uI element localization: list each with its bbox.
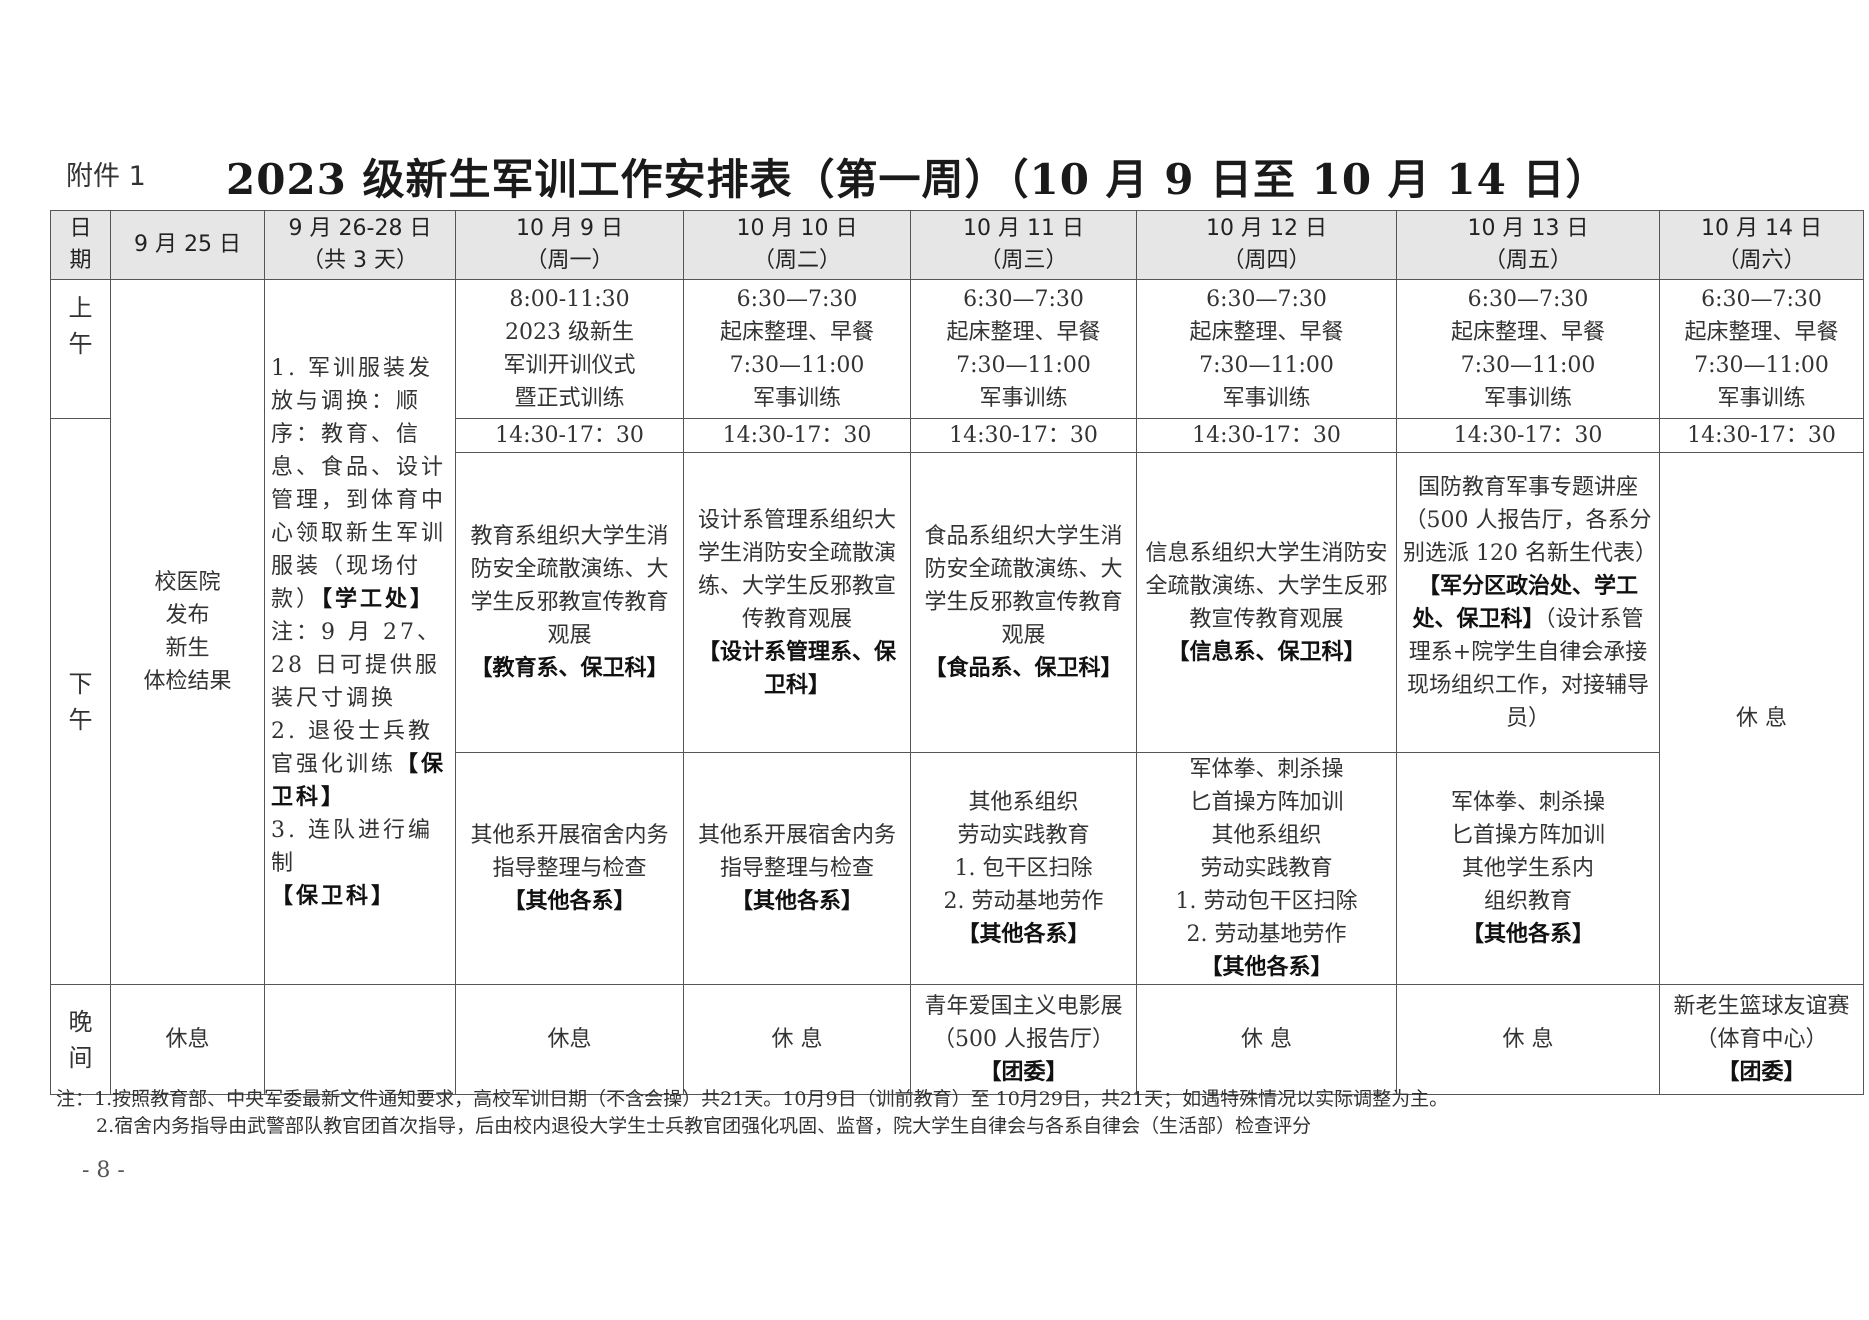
afternoon-a-row: 教育系组织大学生消防安全疏散演练、大学生反邪教宣传教育观展 【教育系、保卫科】 设…: [51, 452, 1864, 985]
morning-oct13: 6:30—7:30 起床整理、早餐 7:30—11:00 军事训练: [1396, 279, 1660, 419]
page-number: - 8 -: [82, 1158, 125, 1183]
afternoon-time-oct9: 14:30-17：30: [455, 418, 684, 453]
col-header-sep26-28: 9 月 26-28 日（共 3 天）: [264, 210, 456, 280]
evening-oct13: 休 息: [1396, 984, 1660, 1095]
afternoon-b-oct9: 其他系开展宿舍内务指导整理与检查 【其他各系】: [455, 752, 684, 985]
sep25-cell: 校医院 发布 新生 体检结果: [110, 279, 265, 985]
col-header-oct9: 10 月 9 日（周一）: [455, 210, 684, 280]
afternoon-time-oct11: 14:30-17：30: [910, 418, 1137, 453]
evening-sep25: 休息: [110, 984, 265, 1095]
afternoon-oct14-rest: 休 息: [1659, 452, 1864, 985]
evening-sep26-28: [264, 984, 456, 1095]
afternoon-time-oct13: 14:30-17：30: [1396, 418, 1660, 453]
footnotes: 注：1.按照教育部、中央军委最新文件通知要求，高校军训日期（不含会操）共21天。…: [56, 1086, 1448, 1140]
evening-label: 晚间: [50, 984, 111, 1095]
page-title: 2023 级新生军训工作安排表（第一周）（10 月 9 日至 10 月 14 日…: [226, 155, 1609, 204]
afternoon-a-oct11: 食品系组织大学生消防安全疏散演练、大学生反邪教宣传教育观展 【食品系、保卫科】: [910, 452, 1137, 753]
afternoon-label: 下午: [50, 418, 111, 985]
afternoon-b-oct12: 军体拳、刺杀操 匕首操方阵加训 其他系组织 劳动实践教育 1. 劳动包干区扫除 2. 劳动…: [1136, 752, 1397, 985]
afternoon-a-oct12: 信息系组织大学生消防安全疏散演练、大学生反邪教宣传教育观展 【信息系、保卫科】: [1136, 452, 1397, 753]
evening-oct12: 休 息: [1136, 984, 1397, 1095]
afternoon-b-oct10: 其他系开展宿舍内务指导整理与检查 【其他各系】: [683, 752, 911, 985]
morning-oct14: 6:30—7:30 起床整理、早餐 7:30—11:00 军事训练: [1659, 279, 1864, 419]
afternoon-b-oct11: 其他系组织 劳动实践教育 1. 包干区扫除 2. 劳动基地劳作 【其他各系】: [910, 752, 1137, 985]
afternoon-time-row: 下午 14:30-17：30 14:30-17：30 14:30-17：30 1…: [50, 418, 1864, 985]
afternoon-b-oct13: 军体拳、刺杀操 匕首操方阵加训 其他学生系内 组织教育 【其他各系】: [1396, 752, 1660, 985]
col-header-oct13: 10 月 13 日（周五）: [1396, 210, 1660, 280]
afternoon-a-oct10: 设计系管理系组织大学生消防安全疏散演练、大学生反邪教宣传教育观展 【设计系管理系、…: [683, 452, 911, 753]
morning-oct9: 8:00-11:30 2023 级新生 军训开训仪式 暨正式训练: [455, 279, 684, 419]
col-header-oct14: 10 月 14 日（周六）: [1659, 210, 1864, 280]
morning-oct11: 6:30—7:30 起床整理、早餐 7:30—11:00 军事训练: [910, 279, 1137, 419]
afternoon-time-oct12: 14:30-17：30: [1136, 418, 1397, 453]
col-header-sep25: 9 月 25 日: [110, 210, 265, 280]
morning-oct10: 6:30—7:30 起床整理、早餐 7:30—11:00 军事训练: [683, 279, 911, 419]
evening-row: 晚间 休息 休息 休 息 青年爱国主义电影展（500 人报告厅） 【团委】 休 息…: [50, 984, 1864, 1095]
evening-oct11: 青年爱国主义电影展（500 人报告厅） 【团委】: [910, 984, 1137, 1095]
footnote-2: 2.宿舍内务指导由武警部队教官团首次指导，后由校内退役大学生士兵教官团强化巩固、…: [96, 1115, 1312, 1137]
morning-label: 上午: [50, 279, 111, 419]
afternoon-b-row: 其他系开展宿舍内务指导整理与检查 【其他各系】 其他系开展宿舍内务指导整理与检查【…: [51, 752, 1864, 985]
date-label-cell: 日期: [50, 210, 111, 280]
evening-oct10: 休 息: [683, 984, 911, 1095]
evening-oct9: 休息: [455, 984, 684, 1095]
afternoon-time-oct10: 14:30-17：30: [683, 418, 911, 453]
attachment-label: 附件 1: [66, 161, 146, 192]
schedule-table: 日期 9 月 25 日 9 月 26-28 日（共 3 天） 10 月 9 日（…: [50, 210, 1864, 1095]
morning-row: 上午 校医院 发布 新生 体检结果 1. 军训服装发放与调换：顺序：教育、信息、食品、…: [50, 279, 1864, 985]
header-row: 日期 9 月 25 日 9 月 26-28 日（共 3 天） 10 月 9 日（…: [50, 210, 1864, 280]
morning-oct12: 6:30—7:30 起床整理、早餐 7:30—11:00 军事训练: [1136, 279, 1397, 419]
col-header-oct12: 10 月 12 日（周四）: [1136, 210, 1397, 280]
afternoon-time-oct14: 14:30-17：30: [1659, 418, 1864, 453]
afternoon-a-oct13: 国防教育军事专题讲座（500 人报告厅，各系分别选派 120 名新生代表）【军分…: [1396, 452, 1660, 753]
footnote-1: 注：1.按照教育部、中央军委最新文件通知要求，高校军训日期（不含会操）共21天。…: [56, 1088, 1449, 1110]
afternoon-a-oct9: 教育系组织大学生消防安全疏散演练、大学生反邪教宣传教育观展 【教育系、保卫科】: [455, 452, 684, 753]
evening-oct14: 新老生篮球友谊赛（体育中心） 【团委】: [1659, 984, 1864, 1095]
col-header-oct11: 10 月 11 日（周三）: [910, 210, 1137, 280]
sep26-28-cell: 1. 军训服装发放与调换：顺序：教育、信息、食品、设计管理，到体育中心领取新生军…: [264, 279, 456, 985]
col-header-oct10: 10 月 10 日（周二）: [683, 210, 911, 280]
